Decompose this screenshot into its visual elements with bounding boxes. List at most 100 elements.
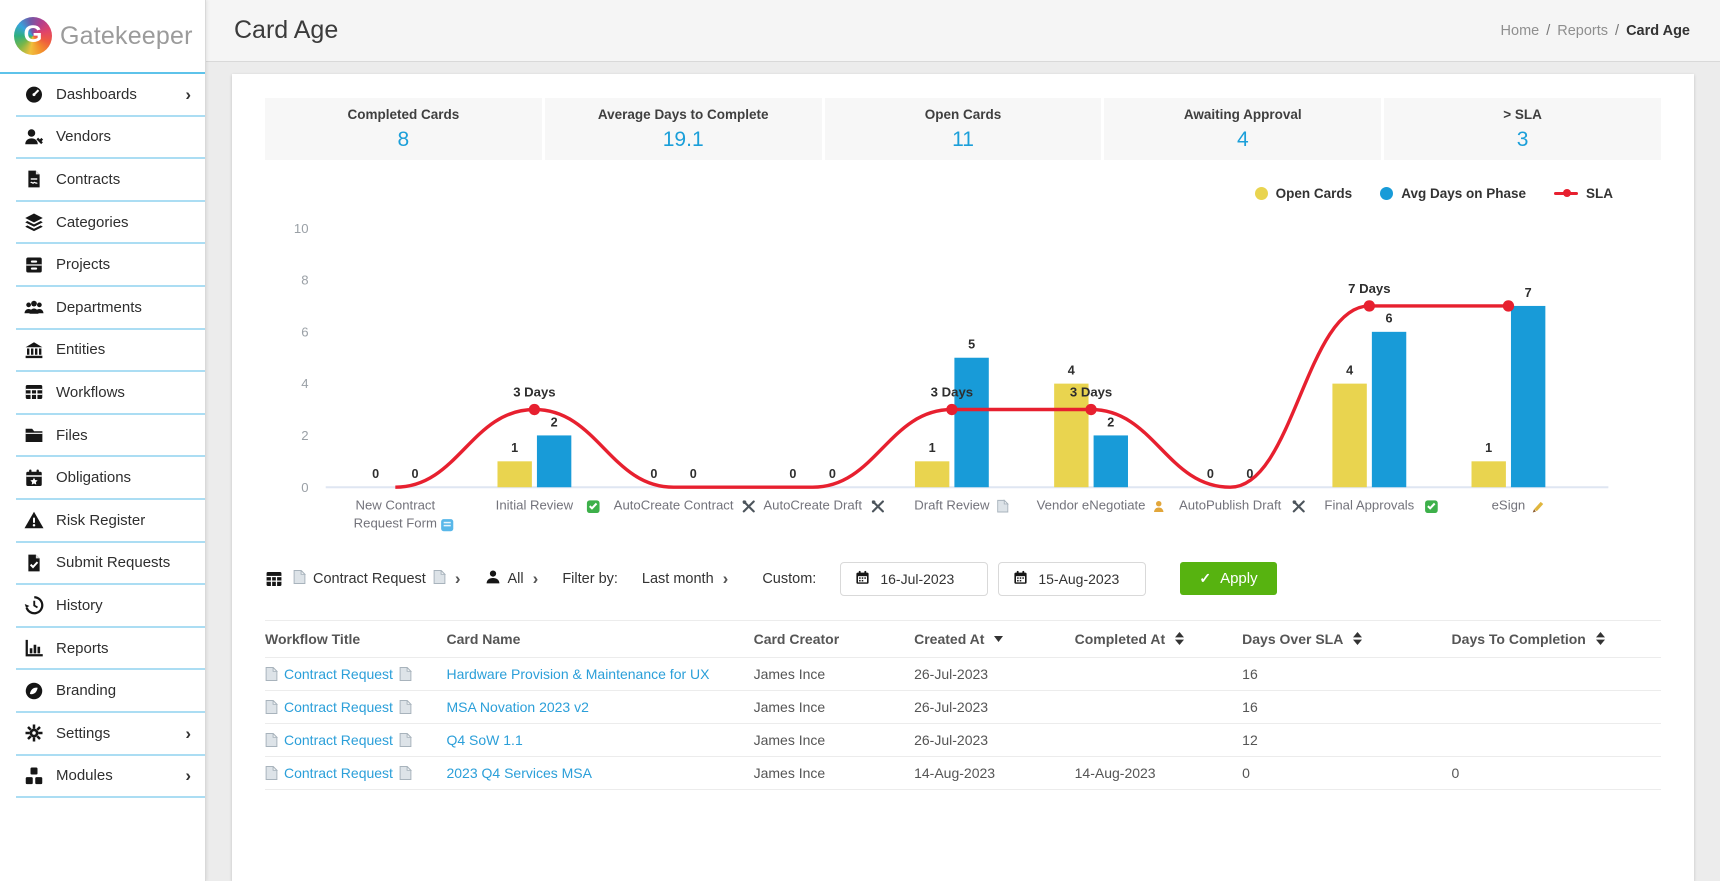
sidebar-item-label: Entities (56, 341, 106, 359)
content: Completed Cards 8 Average Days to Complet… (206, 62, 1720, 881)
svg-text:0: 0 (1246, 467, 1253, 481)
filter-bar: Contract Request › All › Filter by: Las (265, 561, 1661, 596)
sidebar-item-submit-requests[interactable]: Submit Requests (16, 543, 205, 586)
days-over-sla-cell: 0 (1242, 764, 1250, 781)
card-name-link[interactable]: Q4 SoW 1.1 (446, 731, 523, 748)
contract-doc-icon (24, 169, 44, 189)
assignee-filter[interactable]: All › (485, 569, 538, 589)
workflow-title-link[interactable]: Contract Request (265, 699, 438, 715)
workflow-title-link[interactable]: Contract Request (265, 666, 438, 682)
sidebar-item-files[interactable]: Files (16, 415, 205, 458)
sidebar-item-label: Branding (56, 682, 117, 700)
column-header-card-creator[interactable]: Card Creator (754, 621, 915, 657)
svg-text:4: 4 (1068, 364, 1075, 378)
card-name-link[interactable]: 2023 Q4 Services MSA (446, 764, 592, 781)
svg-text:0: 0 (829, 467, 836, 481)
sidebar-item-departments[interactable]: Departments (16, 287, 205, 330)
legend-label: Open Cards (1275, 185, 1353, 201)
stat-card-sla: > SLA 3 (1384, 98, 1661, 160)
sort-desc-icon[interactable] (994, 635, 1004, 642)
completed-at-cell (1075, 666, 1243, 682)
sidebar-item-workflows[interactable]: Workflows (16, 372, 205, 415)
created-at-cell: 26-Jul-2023 (914, 665, 989, 682)
sort-toggle-icon[interactable] (1595, 632, 1605, 646)
column-header-completed-at[interactable]: Completed At (1075, 621, 1243, 657)
card-name-link[interactable]: Hardware Provision & Maintenance for UX (446, 665, 710, 682)
sidebar-item-vendors[interactable]: Vendors (16, 117, 205, 160)
workflow-grid-icon[interactable] (265, 570, 283, 588)
sidebar-item-branding[interactable]: Branding (16, 670, 205, 713)
completed-at-cell: 14-Aug-2023 (1074, 764, 1156, 781)
column-header-days-over-sla[interactable]: Days Over SLA (1242, 621, 1451, 657)
svg-text:6: 6 (1386, 312, 1393, 326)
sidebar-item-contracts[interactable]: Contracts (16, 159, 205, 202)
card-name-link[interactable]: MSA Novation 2023 v2 (446, 698, 589, 715)
svg-text:Vendor eNegotiate: Vendor eNegotiate (1037, 497, 1146, 512)
breadcrumb-separator: / (1546, 22, 1551, 39)
svg-text:eSign: eSign (1492, 497, 1526, 512)
chevron-right-icon: › (454, 568, 461, 588)
sidebar-item-label: Workflows (56, 383, 125, 401)
completed-at-cell (1075, 732, 1243, 748)
completed-at-cell (1075, 699, 1243, 715)
svg-text:2: 2 (551, 415, 558, 429)
sort-toggle-icon[interactable] (1353, 632, 1363, 646)
sidebar-item-label: Departments (56, 298, 142, 316)
legend-dot (1254, 186, 1268, 200)
breadcrumb-link[interactable]: Reports (1557, 22, 1609, 39)
column-header-workflow-title[interactable]: Workflow Title (265, 621, 446, 657)
sidebar: G Gatekeeper Dashboards › Vendors Contracts… (0, 0, 206, 881)
bar-chart-icon (24, 638, 44, 658)
sidebar-item-settings[interactable]: Settings › (16, 713, 205, 756)
main-area: Card Age Home / Reports / Card Age Completed… (206, 0, 1720, 881)
stat-label: > SLA (1503, 106, 1542, 122)
created-at-cell: 26-Jul-2023 (914, 698, 989, 715)
brand-logo[interactable]: G Gatekeeper (0, 0, 205, 74)
legend-item-sla[interactable]: SLA (1554, 186, 1613, 201)
date-to-input[interactable]: 15-Aug-2023 (998, 561, 1147, 596)
person-icon (485, 569, 501, 589)
date-from-input[interactable]: 16-Jul-2023 (840, 561, 989, 596)
apply-button[interactable]: ✓ Apply (1180, 562, 1277, 596)
svg-text:3 Days: 3 Days (513, 384, 555, 399)
sidebar-item-obligations[interactable]: Obligations (16, 457, 205, 500)
column-header-days-to-completion[interactable]: Days To Completion (1452, 621, 1661, 657)
stats-row: Completed Cards 8 Average Days to Complet… (265, 98, 1661, 160)
svg-text:2: 2 (1107, 415, 1114, 429)
page-title: Card Age (234, 16, 339, 44)
svg-text:0: 0 (650, 467, 657, 481)
table-row: Contract Request 2023 Q4 Services MSA Jame… (265, 757, 1661, 790)
column-header-created-at[interactable]: Created At (914, 621, 1075, 657)
person-icon (1153, 500, 1164, 512)
workflow-title-link[interactable]: Contract Request (265, 765, 438, 781)
period-filter[interactable]: Last month › (642, 569, 728, 589)
period-filter-value: Last month (641, 570, 714, 587)
days-to-completion-cell (1452, 732, 1661, 748)
days-to-completion-cell: 0 (1451, 764, 1460, 781)
table-row: Contract Request Hardware Provision & Mai… (265, 658, 1661, 691)
svg-text:5: 5 (968, 338, 975, 352)
sidebar-item-categories[interactable]: Categories (16, 202, 205, 245)
breadcrumb-link[interactable]: Home (1500, 22, 1540, 39)
svg-text:7: 7 (1525, 286, 1532, 300)
sidebar-item-projects[interactable]: Projects (16, 244, 205, 287)
sidebar-item-label: Settings (56, 724, 111, 742)
sidebar-item-risk-register[interactable]: Risk Register (16, 500, 205, 543)
svg-text:AutoCreate Contract: AutoCreate Contract (614, 497, 734, 512)
column-label: Completed At (1074, 630, 1166, 647)
sort-toggle-icon[interactable] (1175, 632, 1185, 646)
doc-icon (293, 569, 307, 588)
column-header-card-name[interactable]: Card Name (446, 621, 753, 657)
sidebar-item-label: Modules (56, 767, 113, 785)
legend-item-avg-days-on-phase[interactable]: Avg Days on Phase (1380, 186, 1526, 201)
workflow-filter[interactable]: Contract Request › (293, 569, 461, 589)
sidebar-item-reports[interactable]: Reports (16, 628, 205, 671)
workflow-title-link[interactable]: Contract Request (265, 732, 438, 748)
sidebar-item-label: History (56, 596, 103, 614)
sidebar-item-entities[interactable]: Entities (16, 330, 205, 373)
sidebar-item-history[interactable]: History (16, 585, 205, 628)
sidebar-item-modules[interactable]: Modules › (16, 756, 205, 799)
stat-card-awaiting-approval: Awaiting Approval 4 (1104, 98, 1382, 160)
legend-item-open-cards[interactable]: Open Cards (1254, 185, 1353, 201)
sidebar-item-dashboards[interactable]: Dashboards › (16, 74, 205, 117)
